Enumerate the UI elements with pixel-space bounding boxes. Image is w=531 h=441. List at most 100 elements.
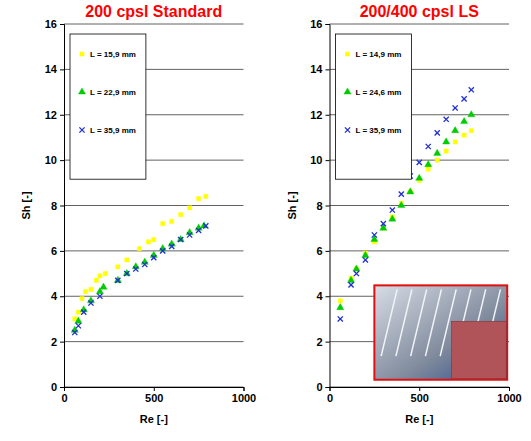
data-point xyxy=(426,144,431,149)
data-point xyxy=(177,235,184,241)
data-point xyxy=(178,237,183,242)
data-point xyxy=(75,317,82,323)
data-point xyxy=(76,310,80,314)
axis-line xyxy=(65,388,245,392)
tick-label: 4 xyxy=(316,290,323,302)
data-point xyxy=(87,297,94,303)
data-point xyxy=(461,117,468,123)
tick-label: 6 xyxy=(316,245,322,257)
legend-label: L = 22,9 mm xyxy=(90,88,136,97)
data-point xyxy=(347,276,354,282)
tick-mark xyxy=(326,160,330,161)
tick-mark xyxy=(60,115,64,116)
tick: 12 xyxy=(310,109,329,121)
grid-line xyxy=(64,205,244,206)
tick-label: 500 xyxy=(145,392,163,404)
tick-mark xyxy=(60,342,64,343)
data-point xyxy=(98,274,102,278)
tick-mark xyxy=(60,24,64,25)
grid-line xyxy=(330,24,510,25)
tick-label: 10 xyxy=(310,154,322,166)
tick-mark xyxy=(326,342,330,343)
data-point xyxy=(132,263,139,269)
data-point xyxy=(353,265,360,271)
tick: 8 xyxy=(51,200,64,212)
data-point xyxy=(97,294,102,299)
tick-label: 500 xyxy=(411,392,429,404)
legend-marker xyxy=(78,88,85,94)
data-point xyxy=(196,228,201,233)
tick-label: 2 xyxy=(51,336,57,348)
tick: 10 xyxy=(45,154,64,166)
tick: 14 xyxy=(45,63,64,75)
tick: 12 xyxy=(45,109,64,121)
legend-box xyxy=(70,34,146,179)
tick-mark xyxy=(326,296,330,297)
tick-label: 10 xyxy=(45,154,57,166)
axis-line xyxy=(326,25,331,388)
data-point xyxy=(389,215,396,221)
tick: 500 xyxy=(145,387,163,404)
data-point xyxy=(197,197,201,201)
data-point xyxy=(468,111,475,117)
legend-label: L = 24,6 mm xyxy=(356,88,402,97)
data-point xyxy=(142,262,147,267)
y-axis-title: Sh [-] xyxy=(20,191,32,219)
legend-marker xyxy=(345,52,349,56)
data-point xyxy=(124,271,129,276)
tick-label: 12 xyxy=(310,109,322,121)
panel: 024681012141605001000L = 15,9 mmL = 22,9… xyxy=(20,3,256,425)
grid-line xyxy=(64,341,244,342)
data-point xyxy=(407,188,414,194)
chart-title: 200/400 cpsl LS xyxy=(360,3,480,20)
data-point xyxy=(452,127,459,133)
data-point xyxy=(348,282,353,287)
data-point xyxy=(469,87,474,92)
tick-mark xyxy=(60,206,64,207)
y-axis: 0246810121416 xyxy=(45,18,65,393)
data-point xyxy=(146,240,150,244)
inset-texture xyxy=(396,289,412,356)
tick: 14 xyxy=(310,63,329,75)
data-point xyxy=(416,174,423,180)
grid xyxy=(64,24,244,387)
data-point xyxy=(100,283,107,289)
tick-label: 1000 xyxy=(497,392,521,404)
tick-label: 14 xyxy=(310,63,323,75)
inset-texture xyxy=(381,289,397,356)
plot-area: 024681012141605001000L = 15,9 mmL = 22,9… xyxy=(45,18,256,404)
tick: 6 xyxy=(316,245,329,257)
tick-mark xyxy=(60,69,64,70)
data-point xyxy=(133,266,138,271)
tick: 16 xyxy=(45,18,64,30)
axis-line xyxy=(330,388,510,392)
legend-label: L = 35,9 mm xyxy=(356,126,402,135)
data-point xyxy=(338,299,342,303)
tick: 8 xyxy=(316,200,329,212)
tick-mark xyxy=(60,296,64,297)
data-point xyxy=(160,248,165,253)
tick-label: 16 xyxy=(45,18,57,30)
data-point xyxy=(123,269,130,275)
legend: L = 15,9 mmL = 22,9 mmL = 35,9 mm xyxy=(70,34,146,179)
tick: 2 xyxy=(316,336,329,348)
tick-mark xyxy=(419,387,420,391)
legend-marker xyxy=(345,127,350,132)
data-point xyxy=(179,212,183,216)
inset-texture xyxy=(411,289,427,356)
data-point xyxy=(187,232,192,237)
data-point xyxy=(381,221,386,226)
legend-marker xyxy=(80,52,84,56)
plot-area: 024681012141605001000L = 14,9 mmL = 24,6… xyxy=(310,18,521,404)
tick: 16 xyxy=(310,18,329,30)
y-axis-title: Sh [-] xyxy=(286,191,298,219)
x-axis-title: Re [-] xyxy=(405,413,433,425)
data-point xyxy=(115,278,120,283)
data-point xyxy=(169,244,174,249)
tick-label: 16 xyxy=(310,18,322,30)
data-point xyxy=(338,316,343,321)
legend-marker xyxy=(344,88,351,94)
grid-line xyxy=(64,24,244,25)
tick-label: 6 xyxy=(51,245,57,257)
data-point xyxy=(83,290,87,294)
